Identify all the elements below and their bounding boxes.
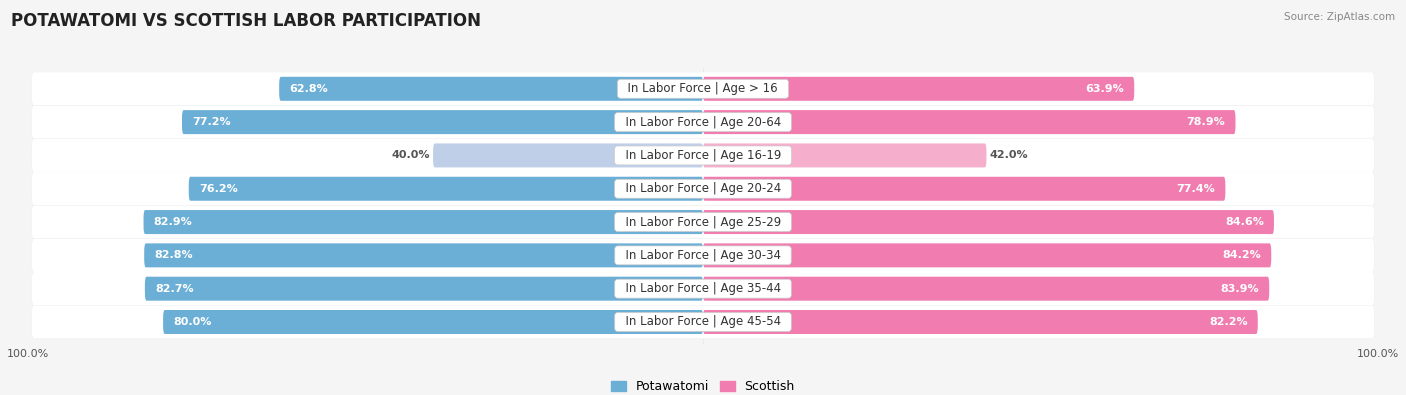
FancyBboxPatch shape bbox=[433, 143, 703, 167]
Text: In Labor Force | Age 30-34: In Labor Force | Age 30-34 bbox=[617, 249, 789, 262]
Text: In Labor Force | Age 35-44: In Labor Force | Age 35-44 bbox=[617, 282, 789, 295]
FancyBboxPatch shape bbox=[31, 105, 1375, 139]
FancyBboxPatch shape bbox=[145, 276, 703, 301]
Text: In Labor Force | Age 25-29: In Labor Force | Age 25-29 bbox=[617, 216, 789, 229]
Text: 40.0%: 40.0% bbox=[391, 150, 430, 160]
Text: In Labor Force | Age 20-64: In Labor Force | Age 20-64 bbox=[617, 116, 789, 129]
Text: 84.6%: 84.6% bbox=[1225, 217, 1264, 227]
FancyBboxPatch shape bbox=[703, 110, 1236, 134]
Text: 76.2%: 76.2% bbox=[198, 184, 238, 194]
Text: In Labor Force | Age 16-19: In Labor Force | Age 16-19 bbox=[617, 149, 789, 162]
Text: 84.2%: 84.2% bbox=[1222, 250, 1261, 260]
Text: 80.0%: 80.0% bbox=[173, 317, 211, 327]
FancyBboxPatch shape bbox=[31, 239, 1375, 272]
Text: 82.9%: 82.9% bbox=[153, 217, 193, 227]
FancyBboxPatch shape bbox=[703, 143, 987, 167]
Text: In Labor Force | Age > 16: In Labor Force | Age > 16 bbox=[620, 82, 786, 95]
Text: 77.2%: 77.2% bbox=[193, 117, 231, 127]
Legend: Potawatomi, Scottish: Potawatomi, Scottish bbox=[606, 375, 800, 395]
FancyBboxPatch shape bbox=[31, 305, 1375, 339]
FancyBboxPatch shape bbox=[188, 177, 703, 201]
Text: POTAWATOMI VS SCOTTISH LABOR PARTICIPATION: POTAWATOMI VS SCOTTISH LABOR PARTICIPATI… bbox=[11, 12, 481, 30]
FancyBboxPatch shape bbox=[31, 239, 1375, 272]
FancyBboxPatch shape bbox=[31, 72, 1375, 105]
Text: In Labor Force | Age 45-54: In Labor Force | Age 45-54 bbox=[617, 316, 789, 329]
FancyBboxPatch shape bbox=[31, 139, 1375, 172]
FancyBboxPatch shape bbox=[703, 276, 1270, 301]
FancyBboxPatch shape bbox=[181, 110, 703, 134]
FancyBboxPatch shape bbox=[31, 139, 1375, 172]
FancyBboxPatch shape bbox=[163, 310, 703, 334]
Text: 63.9%: 63.9% bbox=[1085, 84, 1125, 94]
FancyBboxPatch shape bbox=[703, 310, 1258, 334]
FancyBboxPatch shape bbox=[31, 205, 1375, 239]
Text: 77.4%: 77.4% bbox=[1177, 184, 1215, 194]
Text: 42.0%: 42.0% bbox=[990, 150, 1028, 160]
FancyBboxPatch shape bbox=[143, 210, 703, 234]
Text: 82.2%: 82.2% bbox=[1209, 317, 1247, 327]
FancyBboxPatch shape bbox=[31, 272, 1375, 305]
Text: 83.9%: 83.9% bbox=[1220, 284, 1260, 294]
FancyBboxPatch shape bbox=[31, 172, 1375, 205]
FancyBboxPatch shape bbox=[703, 210, 1274, 234]
FancyBboxPatch shape bbox=[280, 77, 703, 101]
FancyBboxPatch shape bbox=[703, 177, 1226, 201]
Text: Source: ZipAtlas.com: Source: ZipAtlas.com bbox=[1284, 12, 1395, 22]
FancyBboxPatch shape bbox=[31, 172, 1375, 205]
Text: 62.8%: 62.8% bbox=[290, 84, 328, 94]
Text: 82.7%: 82.7% bbox=[155, 284, 194, 294]
FancyBboxPatch shape bbox=[31, 105, 1375, 139]
Text: In Labor Force | Age 20-24: In Labor Force | Age 20-24 bbox=[617, 182, 789, 195]
Text: 78.9%: 78.9% bbox=[1187, 117, 1226, 127]
FancyBboxPatch shape bbox=[31, 72, 1375, 105]
FancyBboxPatch shape bbox=[145, 243, 703, 267]
FancyBboxPatch shape bbox=[703, 77, 1135, 101]
FancyBboxPatch shape bbox=[31, 272, 1375, 305]
Text: 82.8%: 82.8% bbox=[155, 250, 193, 260]
FancyBboxPatch shape bbox=[703, 243, 1271, 267]
FancyBboxPatch shape bbox=[31, 205, 1375, 239]
FancyBboxPatch shape bbox=[31, 305, 1375, 339]
